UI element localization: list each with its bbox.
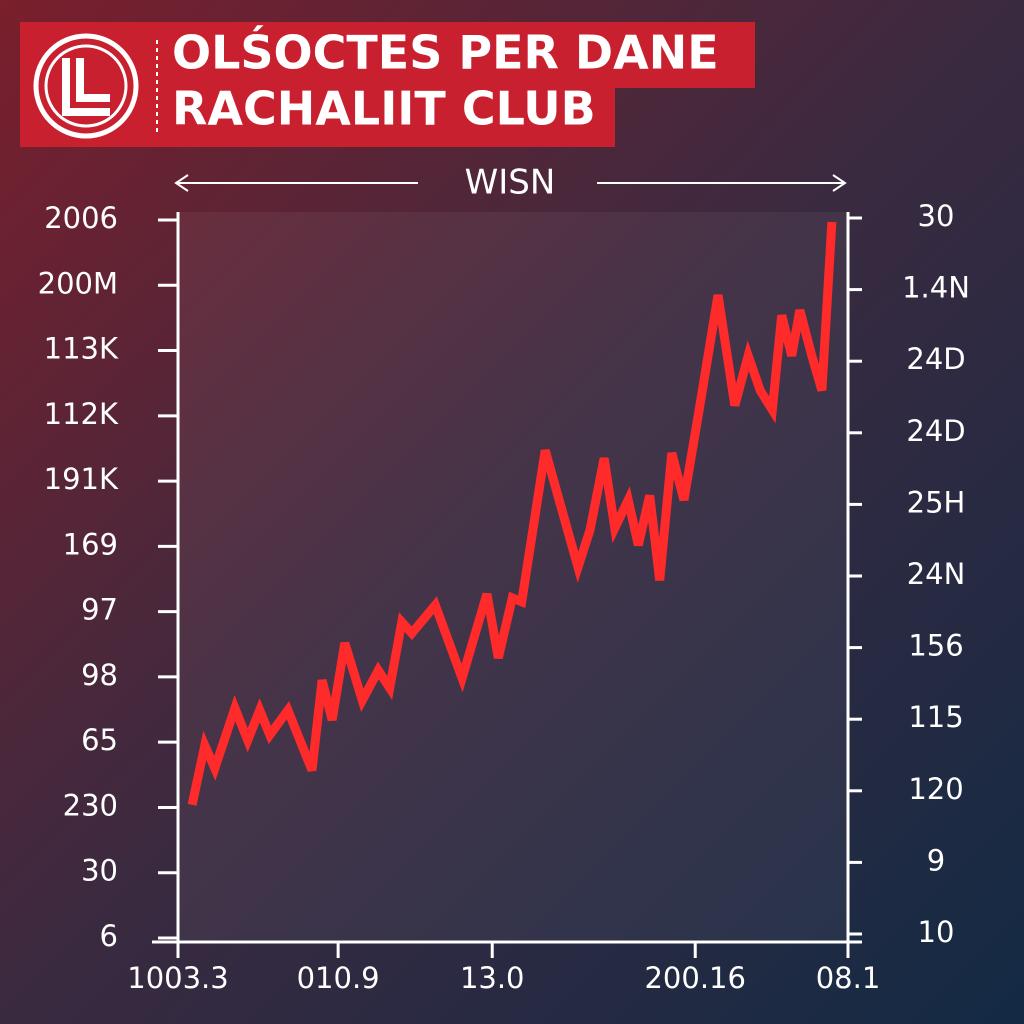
- data-line: [187, 221, 837, 806]
- title-banner-top: [150, 22, 755, 88]
- chart-title: OLŚOCTES PER DANE: [172, 26, 719, 80]
- y2-tick-label: 24N: [907, 557, 966, 591]
- y-tick-label: 97: [81, 593, 118, 627]
- y-tick-label: 98: [81, 658, 118, 692]
- y-tick-label: 200M: [38, 266, 118, 300]
- y2-tick-label: 115: [908, 700, 963, 734]
- y2-tick-label: 120: [908, 772, 963, 806]
- y-tick-label: 112K: [44, 397, 119, 431]
- y-tick-label: 2006: [44, 201, 118, 235]
- y2-tick-label: 10: [918, 915, 955, 949]
- x-axis-label: WISN: [465, 163, 556, 203]
- chart-title: RACHALIIT CLUB: [172, 82, 596, 136]
- y-tick-label: 30: [81, 854, 118, 888]
- y2-tick-label: 25H: [907, 485, 966, 519]
- y2-tick-label: 156: [908, 629, 963, 663]
- x-tick-label: 13.0: [460, 961, 525, 995]
- y2-tick-label: 24D: [906, 342, 965, 376]
- plot-area: [178, 212, 848, 940]
- y-tick-label: 169: [63, 527, 118, 561]
- y-tick-label: 113K: [44, 332, 119, 366]
- logo: [33, 33, 139, 139]
- y2-tick-label: 1.4N: [902, 271, 970, 305]
- y2-tick-label: 24D: [906, 414, 965, 448]
- y-tick-label: 191K: [44, 462, 119, 496]
- x-label-arrows: [174, 174, 847, 192]
- x-tick-label: 1003.3: [127, 961, 228, 995]
- x-tick-label: 010.9: [297, 961, 380, 995]
- y-tick-label: 230: [63, 788, 118, 822]
- x-tick-label: 08.1: [816, 961, 881, 995]
- x-tick-label: 200.16: [644, 961, 745, 995]
- y-tick-label: 65: [81, 723, 118, 757]
- y2-tick-label: 30: [918, 199, 955, 233]
- y-tick-label: 6: [100, 919, 118, 953]
- y2-tick-label: 9: [927, 843, 945, 877]
